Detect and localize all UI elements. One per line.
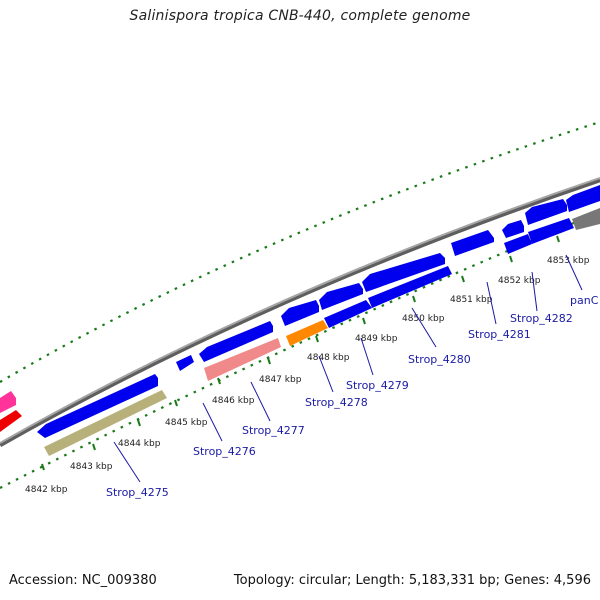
tick-label: 4852 kbp xyxy=(498,276,541,286)
tick-label: 4851 kbp xyxy=(450,295,493,305)
tick-label: 4850 kbp xyxy=(402,314,445,324)
tick-mark xyxy=(509,255,513,263)
gene-cds xyxy=(204,338,281,381)
leader-line xyxy=(113,441,141,483)
gene-cds xyxy=(324,300,372,328)
tick-label: 4847 kbp xyxy=(259,375,302,385)
leader-line xyxy=(202,402,223,442)
map-title: Salinispora tropica CNB-440, complete ge… xyxy=(129,8,471,24)
gene-cds xyxy=(502,220,524,238)
tick-label: 4845 kbp xyxy=(165,418,208,428)
gene-cds xyxy=(319,283,363,310)
gene-features xyxy=(0,185,600,456)
gene-cds xyxy=(199,321,273,362)
tick-label: 4844 kbp xyxy=(118,439,161,449)
gene-label[interactable]: Strop_4281 xyxy=(468,328,531,341)
gene-magenta xyxy=(0,391,16,413)
inner-tick-ring xyxy=(0,210,600,489)
backbone xyxy=(0,177,600,444)
gene-cds xyxy=(566,185,600,212)
tick-mark xyxy=(461,275,465,283)
gene-cds xyxy=(368,266,452,308)
leader-line xyxy=(360,337,374,376)
gene-cds xyxy=(362,253,445,292)
tick-mark xyxy=(412,295,416,303)
kbp-scale: 4842 kbp 4843 kbp 4844 kbp 4845 kbp 4846… xyxy=(25,235,590,495)
tick-label: 4849 kbp xyxy=(355,334,398,344)
gene-cds xyxy=(176,355,194,371)
gene-cds xyxy=(504,234,532,254)
gene-label[interactable]: Strop_4278 xyxy=(305,396,368,409)
gene-cds xyxy=(281,300,319,326)
tick-mark xyxy=(41,463,45,471)
tick-label: 4842 kbp xyxy=(25,485,68,495)
gene-cds xyxy=(44,390,167,456)
accession-text: Accession: NC_009380 xyxy=(9,573,157,588)
leader-line xyxy=(486,281,497,325)
gene-gray xyxy=(572,208,600,230)
gene-label[interactable]: Strop_4277 xyxy=(242,424,305,437)
gene-label[interactable]: Strop_4276 xyxy=(193,445,256,458)
tick-label: 4846 kbp xyxy=(212,396,255,406)
gene-cds xyxy=(451,230,494,256)
leader-line xyxy=(565,254,583,291)
leader-line xyxy=(531,271,538,312)
gene-label[interactable]: Strop_4279 xyxy=(346,379,409,392)
leader-line xyxy=(411,307,437,348)
gene-label[interactable]: Strop_4275 xyxy=(106,486,169,499)
tick-mark xyxy=(174,399,178,407)
backbone-shadow xyxy=(0,177,600,447)
tick-mark xyxy=(556,235,560,243)
genome-summary-text: Topology: circular; Length: 5,183,331 bp… xyxy=(233,573,591,588)
tick-mark xyxy=(92,443,96,451)
gene-cds xyxy=(528,218,574,244)
tick-mark xyxy=(217,377,221,385)
leader-line xyxy=(250,381,271,422)
gene-label[interactable]: panC xyxy=(570,294,599,307)
gene-label[interactable]: Strop_4280 xyxy=(408,353,471,366)
gene-cds xyxy=(286,320,328,346)
tick-label: 4843 kbp xyxy=(70,462,113,472)
gene-red xyxy=(0,410,22,432)
tick-mark xyxy=(362,317,366,325)
gene-cds xyxy=(525,199,567,225)
tick-mark xyxy=(315,335,319,343)
leader-line xyxy=(318,355,334,393)
gene-cds xyxy=(37,374,158,438)
tick-mark xyxy=(267,357,271,365)
gene-labels: Strop_4275 Strop_4276 Strop_4277 Strop_4… xyxy=(106,254,599,499)
tick-label: 4848 kbp xyxy=(307,353,350,363)
tick-mark xyxy=(137,419,141,427)
gene-label[interactable]: Strop_4282 xyxy=(510,312,573,325)
